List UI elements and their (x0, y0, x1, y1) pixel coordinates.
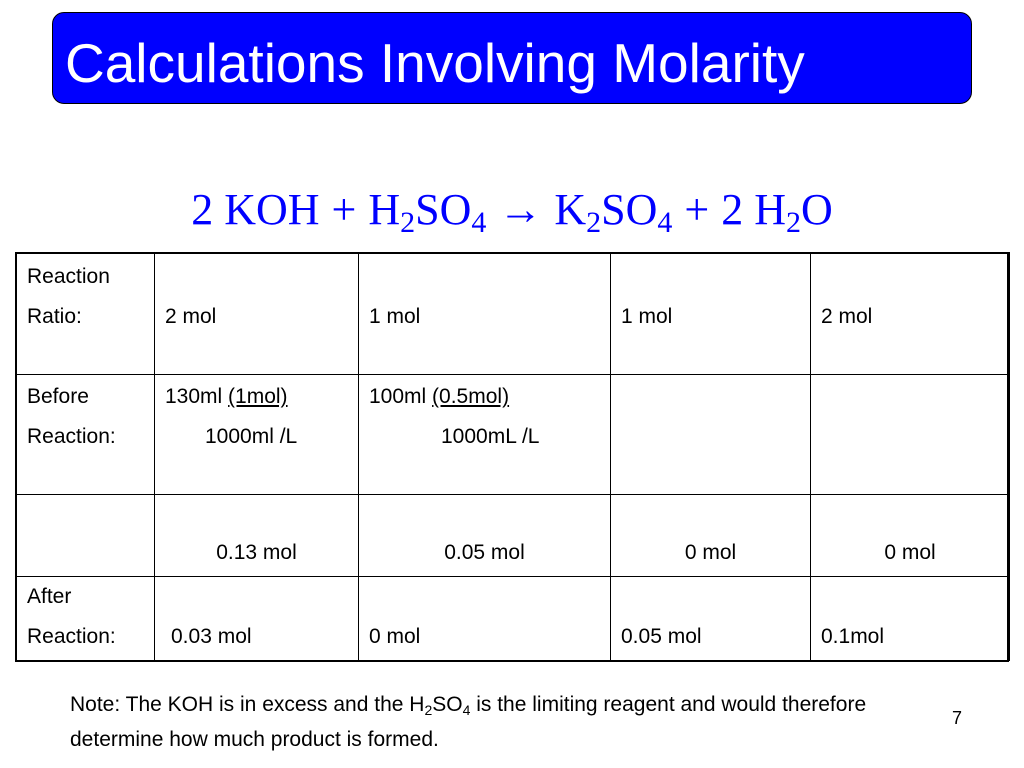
table-cell: 1 mol (358, 252, 611, 375)
row-label: Reaction Ratio: (16, 252, 155, 375)
row-label: Before Reaction: (16, 374, 155, 495)
eq-coef-h2o: 2 (721, 185, 744, 234)
table-cell: 0 mol (610, 494, 811, 577)
chemical-equation: 2 KOH + H2SO4 → K2SO4 +2 H2O (0, 180, 1024, 253)
eq-k2so4: K2SO4 (554, 185, 673, 239)
stoichiometry-table: Reaction Ratio: 2 mol 1 mol 1 mol 2 mol … (16, 252, 1010, 661)
table-cell: 0.05 mol (610, 576, 811, 661)
table-cell (610, 374, 811, 495)
table-row-reaction-ratio: Reaction Ratio: 2 mol 1 mol 1 mol 2 mol (16, 252, 1010, 375)
eq-koh: KOH (224, 185, 320, 234)
table-cell: 0 mol (810, 494, 1010, 577)
eq-coef-koh: 2 (191, 185, 214, 234)
eq-plus-1: + (331, 185, 357, 234)
row-label (16, 494, 155, 577)
note-text: Note: The KOH is in excess and the H2SO4… (70, 693, 867, 751)
table-cell: 0 mol (358, 576, 611, 661)
eq-h2so4: H2SO4 (368, 185, 487, 239)
table-cell: 2 mol (810, 252, 1010, 375)
table-row-moles: 0.13 mol 0.05 mol 0 mol 0 mol (16, 494, 1010, 577)
title-banner: Calculations Involving Molarity (52, 12, 972, 104)
table-cell: 0.13 mol (154, 494, 359, 577)
eq-h2o: H2O (754, 185, 833, 239)
row-label: After Reaction: (16, 576, 155, 661)
eq-plus-2: + (684, 185, 710, 234)
table-cell: 2 mol (154, 252, 359, 375)
eq-arrow: → (498, 185, 543, 234)
table-cell: 130ml (1mol) 1000ml /L (154, 374, 359, 495)
table-cell: 1 mol (610, 252, 811, 375)
table-cell: 0.03 mol (154, 576, 359, 661)
table-cell: 0.05 mol (358, 494, 611, 577)
table-cell (810, 374, 1010, 495)
table-row-after-reaction: After Reaction: 0.03 mol 0 mol 0.05 mol … (16, 576, 1010, 661)
table-cell: 100ml (0.5mol) 1000mL /L (358, 374, 611, 495)
table-cell: 0.1mol (810, 576, 1010, 661)
page-number: 7 (951, 708, 962, 728)
slide-title: Calculations Involving Molarity (65, 32, 805, 94)
table-row-before-reaction: Before Reaction: 130ml (1mol) 1000ml /L … (16, 374, 1010, 495)
